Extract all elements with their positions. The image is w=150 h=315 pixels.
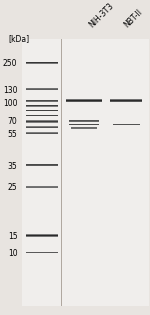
Text: 70: 70 [8, 117, 18, 126]
Text: 25: 25 [8, 183, 18, 192]
Text: NBT-II: NBT-II [123, 8, 145, 30]
Text: 35: 35 [8, 162, 18, 171]
Text: 100: 100 [3, 99, 18, 108]
Text: 55: 55 [8, 130, 18, 139]
Text: 15: 15 [8, 232, 18, 241]
Text: NIH-3T3: NIH-3T3 [88, 2, 116, 30]
Bar [22, 38, 149, 306]
Bar [61, 38, 62, 306]
Text: [kDa]: [kDa] [9, 34, 30, 43]
Text: 250: 250 [3, 59, 18, 68]
Text: 10: 10 [8, 249, 18, 258]
Text: 130: 130 [3, 86, 18, 94]
